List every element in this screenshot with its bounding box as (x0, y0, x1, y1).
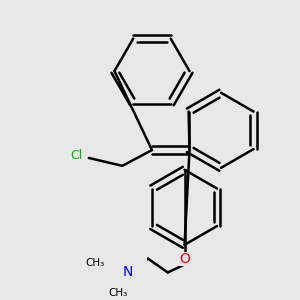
Text: CH₃: CH₃ (109, 288, 128, 298)
Text: O: O (179, 252, 190, 266)
Text: CH₃: CH₃ (85, 258, 105, 268)
Text: Cl: Cl (70, 149, 83, 163)
Text: N: N (123, 266, 134, 280)
